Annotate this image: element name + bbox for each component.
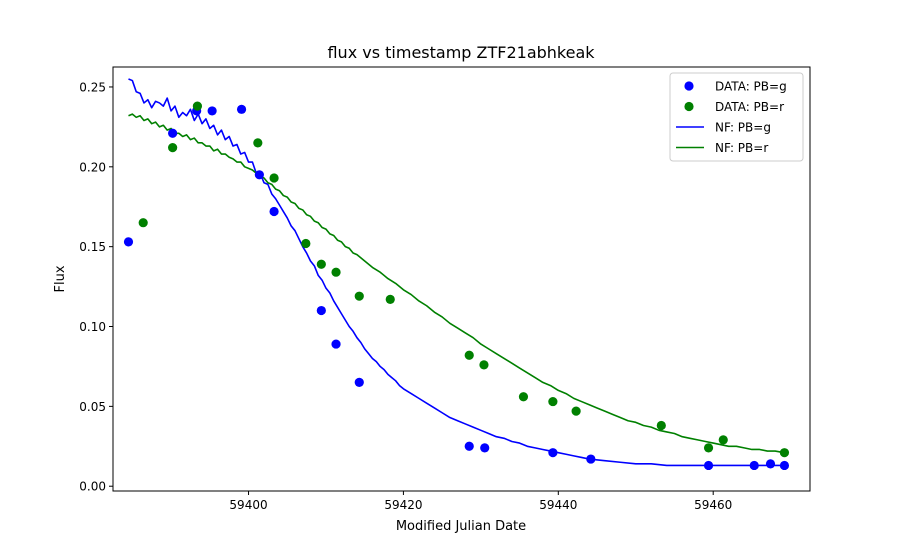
plot-area <box>123 78 790 471</box>
data-point-data-g <box>354 377 364 387</box>
data-point-data-r <box>548 396 558 407</box>
data-point-data-g <box>703 460 714 471</box>
data-point-data-r <box>571 406 581 416</box>
legend-label: NF: PB=r <box>715 141 768 155</box>
legend-marker <box>684 81 694 91</box>
y-tick-label: 0.20 <box>79 160 106 174</box>
x-tick-label: 59460 <box>694 498 732 512</box>
data-point-data-g <box>749 460 759 471</box>
data-point-data-r <box>464 350 474 360</box>
legend: DATA: PB=g DATA: PB=r NF: PB=g NF: PB=r <box>669 72 804 162</box>
y-tick-label: 0.25 <box>79 80 106 94</box>
data-point-data-r <box>168 143 178 153</box>
series-line-nf-r <box>128 113 785 454</box>
data-point-data-g <box>207 106 217 116</box>
data-point-data-r <box>331 267 341 277</box>
data-point-data-g <box>464 441 474 451</box>
data-point-data-r <box>316 259 326 269</box>
data-point-data-g <box>168 128 178 138</box>
data-point-data-g <box>779 460 790 471</box>
data-point-data-r <box>138 218 148 228</box>
y-tick-label: 0.10 <box>79 320 106 334</box>
y-tick-label: 0.05 <box>79 400 106 414</box>
axes-frame <box>112 66 811 492</box>
data-point-data-r <box>718 435 728 445</box>
data-point-data-g <box>765 459 776 469</box>
legend-label: DATA: PB=g <box>715 80 787 94</box>
legend-box <box>669 72 804 162</box>
data-point-data-r <box>479 360 489 370</box>
legend-label: DATA: PB=r <box>715 100 784 114</box>
data-point-data-r <box>301 238 311 249</box>
x-tick-label: 59420 <box>384 498 422 512</box>
data-point-data-g <box>254 170 264 180</box>
data-point-data-g <box>480 443 490 453</box>
chart-title: flux vs timestamp ZTF21abhkeak <box>327 43 595 62</box>
data-point-data-r <box>192 101 203 111</box>
data-point-data-r <box>385 294 395 304</box>
legend-label: NF: PB=g <box>715 121 771 135</box>
axes: 59400 59420 59440 59460 0.00 0.05 0.10 0.15 0.20… <box>79 66 811 512</box>
y-tick-label: 0.00 <box>79 480 106 494</box>
y-axis-label: Flux <box>53 265 68 292</box>
legend-marker <box>684 101 694 112</box>
data-point-data-g <box>331 339 341 349</box>
data-point-data-r <box>518 392 529 402</box>
data-point-data-r <box>354 291 364 301</box>
x-tick-label: 59400 <box>229 498 267 512</box>
series-group <box>123 78 790 471</box>
data-point-data-g <box>548 448 558 458</box>
data-point-data-g <box>236 104 247 114</box>
data-point-data-g <box>123 237 134 247</box>
data-point-data-r <box>779 448 790 458</box>
data-point-data-r <box>269 173 279 183</box>
y-tick-label: 0.15 <box>79 240 106 254</box>
x-tick-label: 59440 <box>539 498 577 512</box>
x-axis-label: Modified Julian Date <box>396 519 526 534</box>
data-point-data-g <box>316 305 326 316</box>
data-point-data-g <box>269 206 279 217</box>
data-point-data-r <box>656 420 666 431</box>
data-point-data-r <box>253 138 263 148</box>
data-point-data-g <box>586 454 596 464</box>
data-point-data-r <box>703 443 714 453</box>
